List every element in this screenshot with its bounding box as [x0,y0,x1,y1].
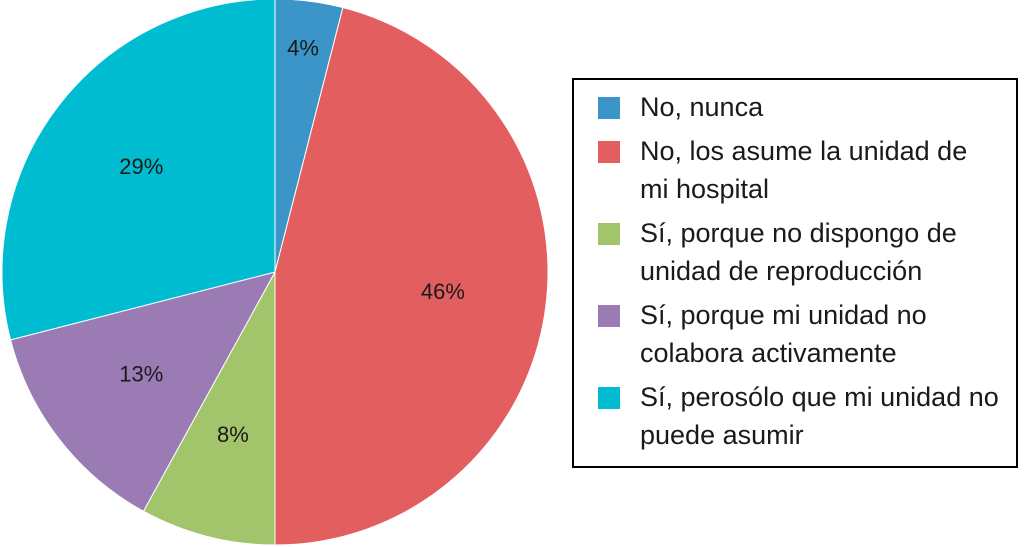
pie-slice [142,271,276,546]
legend-swatch [598,141,620,163]
legend-label: Sí, porque mi unidad no colabora activam… [640,300,927,368]
pie-slice [1,0,276,341]
legend-swatch [598,223,620,245]
legend-item: Sí, porque mi unidad no colabora activam… [598,300,1016,372]
slice-value-label: 13% [119,362,163,387]
slice-value-label: 8% [217,422,249,447]
slice-value-label: 4% [287,36,319,61]
legend-item: No, los asume la unidad de mi hospital [598,136,1016,208]
legend-label: No, nunca [640,92,764,122]
pie-chart-svg: 4% 46% 8% 13% 29% [1,0,549,546]
slice-value-label: 29% [119,154,163,179]
pie-slice [274,6,549,546]
legend-label: Sí, perosólo que mi unidad no puede asum… [640,382,999,450]
legend-item: No, nunca [598,92,1016,126]
legend-swatch [598,387,620,409]
legend-swatch [598,97,620,119]
chart-legend: No, nunca No, los asume la unidad de mi … [572,78,1018,468]
pie-slice [9,271,276,512]
legend-item: Sí, perosólo que mi unidad no puede asum… [598,382,1016,454]
legend-label: No, los asume la unidad de mi hospital [640,136,968,204]
legend-item: Sí, porque no dispongo de unidad de repr… [598,218,1016,290]
slice-value-label: 46% [421,279,465,304]
legend-swatch [598,305,620,327]
legend-label: Sí, porque no dispongo de unidad de repr… [640,218,957,286]
